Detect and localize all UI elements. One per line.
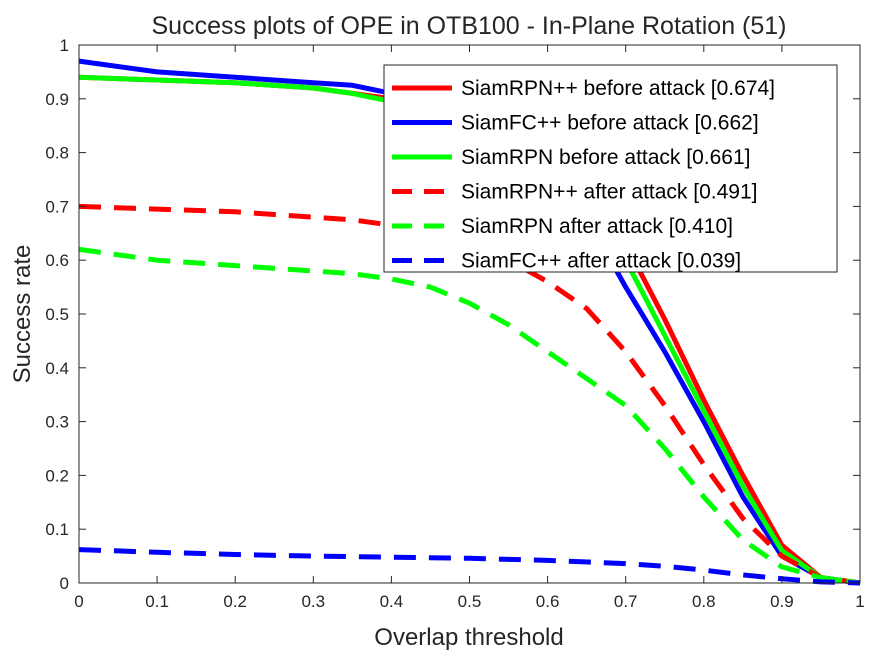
x-axis-label: Overlap threshold: [374, 624, 563, 651]
legend-label-4: SiamRPN++ after attack [0.491]: [461, 181, 757, 204]
y-tick-label: 0.6: [45, 251, 69, 270]
y-tick-label: 1: [60, 36, 69, 55]
x-tick-label: 0.3: [301, 592, 325, 611]
tick-layer: 0 0.1 0.2 0.3 0.4 0.5 0.6 0.7 0.8 0.9 1 0 0.1 0.2 0.3 0…: [45, 36, 864, 611]
legend: SiamRPN++ before attack [0.674] SiamFC++ …: [383, 64, 838, 273]
legend-label-2: SiamFC++ before attack [0.662]: [461, 112, 759, 135]
x-tick-label: 0.2: [223, 592, 247, 611]
y-tick-label: 0.1: [45, 520, 69, 539]
x-tick-label: 1: [855, 592, 864, 611]
x-tick-label: 0.1: [145, 592, 169, 611]
series-line-5: [78, 246, 861, 586]
x-tick-label: 0.5: [458, 592, 482, 611]
x-tick-label: 0.4: [380, 592, 404, 611]
y-tick-label: 0.5: [45, 305, 69, 324]
x-tick-label: 0.7: [614, 592, 638, 611]
legend-box: [383, 64, 838, 273]
x-tick-label: 0.8: [692, 592, 716, 611]
legend-label-1: SiamRPN++ before attack [0.674]: [461, 77, 775, 100]
legend-label-3: SiamRPN before attack [0.661]: [461, 146, 750, 169]
y-axis-label: Success rate: [9, 245, 36, 384]
y-tick-label: 0.9: [45, 90, 69, 109]
x-tick-label: 0.6: [536, 592, 560, 611]
x-tick-label: 0: [74, 592, 83, 611]
chart-title: Success plots of OPE in OTB100 - In-Plan…: [151, 12, 786, 40]
series-line-6: [78, 547, 861, 586]
y-tick-label: 0.2: [45, 466, 69, 485]
y-tick-label: 0.7: [45, 197, 69, 216]
y-tick-label: 0.3: [45, 413, 69, 432]
y-tick-label: 0.4: [45, 359, 69, 378]
legend-label-6: SiamFC++ after attack [0.039]: [461, 250, 741, 273]
x-tick-label: 0.9: [770, 592, 794, 611]
y-tick-label: 0: [60, 574, 69, 593]
legend-label-5: SiamRPN after attack [0.410]: [461, 215, 733, 238]
y-tick-label: 0.8: [45, 144, 69, 163]
